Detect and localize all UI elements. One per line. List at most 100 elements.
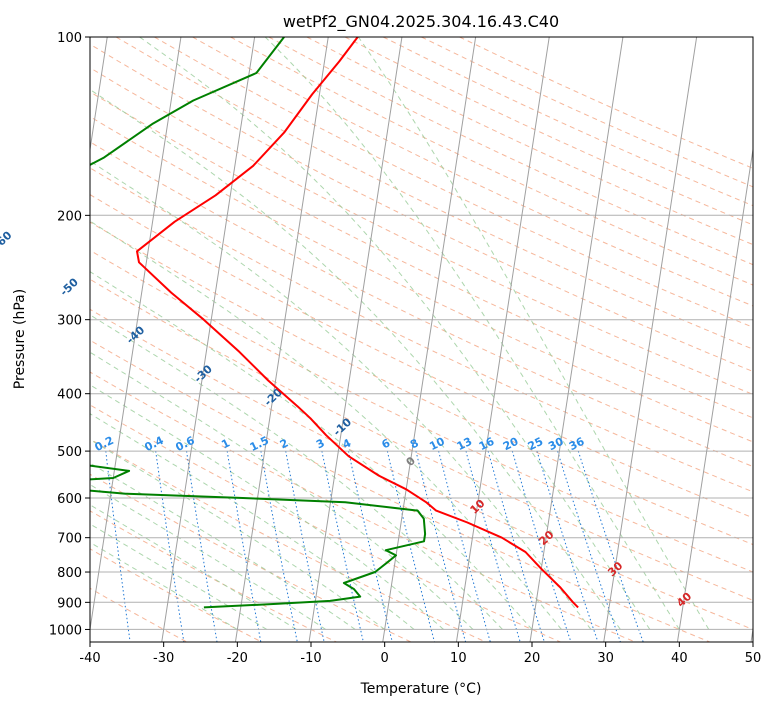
dry-adiabat — [90, 510, 337, 642]
mixing-ratio-line — [536, 450, 599, 642]
dry-adiabat — [90, 67, 753, 395]
mixing-ratio-line — [465, 450, 521, 642]
dry-adiabat — [90, 371, 636, 642]
isotherm-line — [234, 37, 329, 642]
moist-adiabat — [90, 541, 238, 630]
isotherm-line — [676, 146, 753, 642]
isotherm-line — [382, 37, 477, 642]
x-tick-label: 0 — [381, 651, 389, 666]
mixing-ratio-line — [285, 451, 325, 642]
mixing-ratio-line — [186, 451, 218, 642]
x-tick-label: -20 — [227, 651, 248, 666]
mixing-ratio-line — [321, 451, 364, 642]
moist-adiabat — [357, 37, 710, 630]
axes: -40 -30 -20 -10 0 10 20 30 40 50 100 200 300 400 500 60… — [49, 31, 761, 666]
background-lines — [90, 37, 753, 642]
y-tick-label: 400 — [57, 388, 82, 403]
dry-adiabat — [90, 278, 753, 601]
mixing-ratio-label: 4 — [341, 436, 354, 451]
y-tick-label: 900 — [57, 596, 82, 611]
moist-adiabat — [139, 37, 651, 630]
mixing-ratio-label: 3 — [314, 436, 327, 451]
x-axis-label: Temperature (°C) — [360, 681, 482, 697]
dry-adiabat — [90, 91, 753, 419]
x-tick-label: 40 — [671, 651, 688, 666]
x-tick-label: 30 — [597, 651, 614, 666]
isotherm-line — [455, 37, 550, 642]
mixing-ratio-line — [155, 451, 185, 642]
mixing-ratio-label: 13 — [455, 435, 474, 453]
isotherm-line — [90, 37, 108, 153]
dry-adiabat — [268, 37, 753, 266]
mixing-ratio-label: 10 — [427, 435, 447, 454]
mixing-ratio-line — [386, 450, 435, 642]
isotherm-label: 40 — [674, 590, 694, 610]
isotherm-label: -20 — [262, 385, 286, 408]
mixing-ratio-label: 20 — [501, 435, 521, 454]
mixing-ratio-label: 6 — [380, 436, 393, 451]
y-tick-label: 600 — [57, 492, 82, 507]
dry-adiabat — [90, 221, 753, 546]
mixing-ratio-line — [226, 451, 262, 642]
mixing-ratio-label: 1 — [219, 436, 232, 451]
moist-adiabat — [90, 220, 562, 630]
mixing-ratio-line — [105, 451, 131, 642]
dry-adiabat — [90, 194, 753, 519]
isotherm-line — [529, 37, 624, 642]
mixing-ratio-line — [557, 450, 621, 642]
dry-adiabat — [90, 339, 710, 642]
y-tick-label: 700 — [57, 532, 82, 547]
moist-adiabat — [90, 88, 621, 630]
y-tick-label: 500 — [57, 445, 82, 460]
plot-frame — [89, 36, 754, 643]
isotherm-line — [603, 37, 698, 642]
mixing-ratio-label: 16 — [477, 435, 497, 454]
isotherm-label: 30 — [605, 559, 625, 579]
moist-adiabat — [90, 351, 474, 630]
y-axis-label: Pressure (hPa) — [12, 289, 28, 389]
isotherm-label: 10 — [468, 497, 488, 517]
moist-adiabat — [90, 462, 356, 630]
mixing-ratio-line — [577, 450, 644, 642]
dry-adiabat — [382, 37, 753, 207]
dry-adiabat — [90, 43, 753, 373]
isotherm-line — [90, 37, 182, 633]
mixing-ratio-label: 36 — [567, 435, 587, 454]
dry-adiabat — [306, 37, 753, 246]
isotherm-label: -60 — [0, 228, 15, 251]
x-tick-label: -30 — [153, 651, 174, 666]
dry-adiabat — [90, 167, 753, 493]
dry-adiabat — [230, 37, 753, 286]
mixing-ratio-line — [348, 450, 393, 642]
dry-adiabat — [90, 438, 486, 642]
mixing-ratio-line — [415, 450, 467, 642]
temperature-profile-line — [136, 37, 579, 609]
x-tick-label: 20 — [524, 651, 541, 666]
moist-adiabat — [264, 37, 680, 630]
isotherm-label: -50 — [58, 275, 82, 298]
x-tick-label: 10 — [450, 651, 467, 666]
mixing-ratio-line — [260, 451, 298, 642]
mixing-ratio-line — [511, 450, 572, 642]
moist-adiabat — [90, 384, 444, 630]
isotherm-line — [161, 37, 256, 642]
chart-title: wetPf2_GN04.2025.304.16.43.C40 — [283, 12, 559, 32]
moist-adiabat — [90, 314, 503, 630]
dewpoint-profile-line — [90, 37, 427, 609]
dry-adiabat — [192, 37, 753, 307]
isotherm-label: -10 — [331, 415, 355, 438]
profile-lines — [90, 37, 579, 609]
y-tick-label: 1000 — [49, 623, 82, 638]
x-tick-label: -10 — [300, 651, 321, 666]
isotherm-line — [308, 37, 403, 642]
x-tick-label: 50 — [745, 651, 762, 666]
moist-adiabat — [90, 413, 415, 630]
mixing-ratio-line — [487, 450, 545, 642]
dry-adiabat — [154, 37, 753, 328]
mixing-ratio-label: 30 — [546, 435, 566, 454]
mixing-ratio-line — [438, 450, 491, 642]
y-tick-label: 200 — [57, 209, 82, 224]
mixing-ratio-label: 25 — [526, 435, 545, 453]
